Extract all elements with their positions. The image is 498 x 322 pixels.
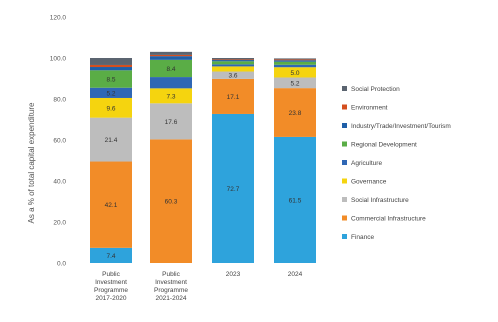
bar-segment bbox=[150, 139, 192, 263]
bar-segment bbox=[212, 58, 254, 60]
legend-item: Industry/Trade/Investment/Tourism bbox=[342, 123, 451, 130]
legend-label: Agriculture bbox=[351, 160, 382, 167]
bar-segment bbox=[212, 71, 254, 79]
bar-segment bbox=[274, 61, 316, 65]
bar-segment bbox=[274, 77, 316, 89]
legend-swatch bbox=[342, 234, 347, 239]
data-label: 5.2 bbox=[290, 80, 299, 87]
bar-segment bbox=[90, 64, 132, 68]
legend-label: Social Protection bbox=[351, 86, 400, 93]
bar-segment bbox=[274, 58, 316, 60]
bar-segment bbox=[274, 67, 316, 78]
legend-item: Social Protection bbox=[342, 86, 400, 93]
y-tick-label: 60.0 bbox=[53, 138, 66, 145]
data-label: 7.4 bbox=[106, 253, 115, 260]
data-label: 5.0 bbox=[290, 70, 299, 77]
legend-label: Regional Development bbox=[351, 142, 417, 149]
legend-swatch bbox=[342, 86, 347, 91]
legend: Social Protection Environment Industry/Tra… bbox=[342, 86, 451, 241]
legend-label: Commercial Infrastructure bbox=[351, 216, 426, 223]
data-label: 7.3 bbox=[166, 93, 175, 100]
data-label: 60.3 bbox=[165, 199, 178, 206]
y-tick-label: 100.0 bbox=[50, 56, 67, 63]
bar-segment bbox=[212, 59, 254, 61]
data-label: 9.6 bbox=[106, 105, 115, 112]
bar-segment bbox=[90, 70, 132, 88]
bar-segment bbox=[212, 60, 254, 62]
bar-segment bbox=[274, 60, 316, 62]
data-label: 17.6 bbox=[165, 119, 178, 126]
bar-segment bbox=[212, 66, 254, 72]
y-axis: 0.0 20.0 40.0 60.0 80.0 100.0 120.0 bbox=[50, 15, 67, 268]
bar-segment bbox=[150, 103, 192, 140]
legend-label: Social Infrastructure bbox=[351, 197, 409, 204]
bar-segment bbox=[90, 97, 132, 118]
legend-swatch bbox=[342, 104, 347, 110]
legend-label: Industry/Trade/Investment/Tourism bbox=[351, 123, 451, 130]
bar-segment bbox=[90, 247, 132, 263]
x-tick-label: Public Investment Programme 2017-2020 bbox=[94, 271, 128, 302]
legend-label: Finance bbox=[351, 234, 375, 241]
legend-swatch bbox=[342, 123, 347, 128]
x-tick-label: 2024 bbox=[288, 271, 303, 278]
legend-label: Environment bbox=[351, 105, 388, 112]
bar-segment bbox=[150, 56, 192, 60]
bar-segment bbox=[90, 58, 132, 65]
bar-segment bbox=[150, 59, 192, 78]
data-label: 3.6 bbox=[228, 73, 237, 80]
legend-swatch bbox=[342, 160, 347, 165]
bar-segment bbox=[90, 67, 132, 71]
legend-swatch bbox=[342, 141, 347, 147]
bar-segment bbox=[150, 77, 192, 89]
bar-segment bbox=[274, 136, 316, 263]
x-tick-label: Public Investment Programme 2021-2024 bbox=[154, 271, 188, 302]
legend-item: Regional Development bbox=[342, 141, 417, 149]
y-tick-label: 40.0 bbox=[53, 179, 66, 186]
bar-segment bbox=[212, 61, 254, 65]
bar-segment bbox=[90, 87, 132, 98]
bars: 7.4 42.1 21.4 9.6 5.2 8.5 60.3 17.6 7.3 8.4 72.7 17… bbox=[90, 51, 316, 263]
legend-item: Commercial Infrastructure bbox=[342, 215, 426, 223]
legend-label: Governance bbox=[351, 179, 387, 186]
bar-segment bbox=[90, 161, 132, 248]
data-label: 8.5 bbox=[106, 77, 115, 84]
bar-segment bbox=[90, 117, 132, 162]
bar-segment bbox=[212, 78, 254, 114]
bar-segment bbox=[212, 64, 254, 67]
legend-item: Environment bbox=[342, 104, 388, 112]
legend-item: Finance bbox=[342, 234, 375, 241]
data-label: 42.1 bbox=[105, 202, 118, 209]
legend-swatch bbox=[342, 215, 347, 221]
bar-segment bbox=[274, 88, 316, 137]
legend-swatch bbox=[342, 197, 347, 202]
data-label: 23.8 bbox=[289, 110, 302, 117]
legend-item: Governance bbox=[342, 178, 387, 186]
y-tick-label: 0.0 bbox=[57, 261, 66, 268]
bar-segment bbox=[150, 88, 192, 104]
legend-swatch bbox=[342, 178, 347, 184]
legend-item: Agriculture bbox=[342, 160, 382, 167]
bar-segment bbox=[274, 64, 316, 68]
bar-segment bbox=[150, 51, 192, 55]
data-label: 72.7 bbox=[227, 186, 240, 193]
data-label: 5.2 bbox=[106, 90, 115, 97]
data-label: 17.1 bbox=[227, 94, 240, 101]
bar-segment bbox=[212, 113, 254, 263]
x-axis: Public Investment Programme 2017-2020 Public… bbox=[94, 271, 303, 302]
y-tick-label: 120.0 bbox=[50, 15, 67, 22]
x-tick-label: 2023 bbox=[226, 271, 241, 278]
data-label: 8.4 bbox=[166, 66, 175, 73]
y-tick-label: 80.0 bbox=[53, 97, 66, 104]
bar-segment bbox=[150, 54, 192, 57]
legend-item: Social Infrastructure bbox=[342, 197, 409, 204]
y-axis-label: As a % of total capital expenditure bbox=[27, 102, 36, 224]
bar-segment bbox=[274, 59, 316, 61]
y-tick-label: 20.0 bbox=[53, 220, 66, 227]
data-label: 21.4 bbox=[105, 137, 118, 144]
data-label: 61.5 bbox=[289, 197, 302, 204]
